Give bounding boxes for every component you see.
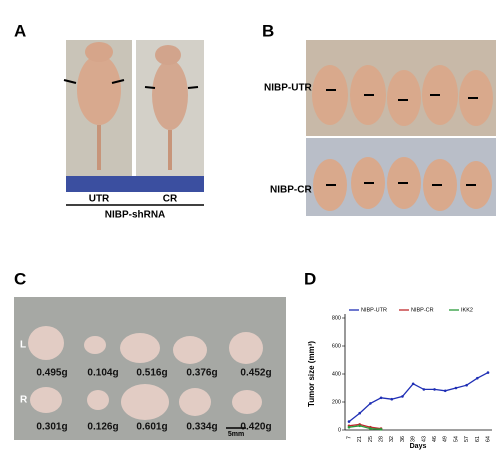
legend-label: NIBP-UTR (361, 307, 387, 313)
x-tick-label: 57 (464, 436, 470, 442)
legend-label: IKK2 (461, 307, 473, 313)
panel-label: C (14, 269, 26, 288)
point (433, 388, 436, 391)
point (465, 383, 468, 387)
series-line (348, 372, 489, 423)
point (347, 420, 351, 423)
weight-label: 0.420g (240, 422, 271, 433)
x-tick-label: 49 (443, 436, 449, 442)
point (486, 371, 490, 374)
y-tick-label: 600 (332, 343, 341, 349)
x-tick-label: 32 (389, 436, 395, 442)
weight-label: 0.601g (136, 422, 167, 433)
panel-label: B (262, 21, 274, 40)
point (379, 396, 383, 400)
point (454, 386, 458, 390)
photo-b (306, 40, 496, 216)
x-axis-label: Days (410, 443, 427, 450)
weight-label: 0.334g (186, 422, 217, 433)
point (476, 376, 479, 380)
x-tick-label: 39 (411, 436, 417, 442)
legend-label: NIBP-CR (411, 307, 434, 313)
x-tick-label: 43 (421, 436, 427, 442)
point (379, 428, 383, 431)
weight-label: 0.126g (87, 422, 118, 433)
column-label: CR (163, 194, 178, 205)
y-tick-label: 400 (332, 371, 341, 377)
row-label: NIBP-CR (270, 185, 312, 196)
weight-label: 0.516g (136, 368, 167, 379)
weight-label: 0.495g (36, 368, 67, 379)
row-label: NIBP-UTR (264, 83, 313, 94)
weight-label: 0.452g (240, 368, 271, 379)
point (369, 402, 372, 405)
x-tick-label: 25 (368, 436, 374, 442)
weight-label: 0.104g (87, 368, 118, 379)
series-line (348, 423, 382, 430)
x-tick-label: 28 (379, 436, 385, 442)
point (411, 382, 415, 386)
row-label: L (20, 340, 26, 351)
panel-label: A (14, 21, 26, 40)
scale-bar-label: 5mm (228, 431, 244, 438)
group-label: NIBP-shRNA (105, 210, 166, 221)
x-tick-label: 7 (346, 436, 352, 439)
point (358, 411, 361, 415)
row-label: R (20, 395, 28, 406)
x-tick-label: 61 (475, 436, 481, 442)
series-line (348, 425, 382, 430)
x-tick-label: 46 (432, 436, 438, 442)
point (358, 424, 361, 428)
point (422, 388, 426, 391)
y-axis-label: Tumor size (mm³) (307, 341, 316, 407)
panel-label: D (304, 269, 316, 288)
point (347, 425, 351, 429)
weight-label: 0.376g (186, 368, 217, 379)
point (390, 397, 394, 401)
column-label: UTR (89, 194, 110, 205)
x-tick-label: 36 (400, 436, 406, 442)
point (443, 389, 447, 393)
x-tick-label: 54 (453, 436, 459, 442)
y-tick-label: 800 (332, 315, 341, 321)
x-tick-label: 21 (357, 436, 363, 442)
point (401, 395, 404, 398)
y-tick-label: 200 (332, 399, 341, 405)
photo-c (14, 297, 286, 440)
photo-a (63, 40, 204, 192)
point (369, 427, 372, 430)
x-tick-label: 64 (485, 436, 491, 442)
weight-label: 0.301g (36, 422, 67, 433)
y-tick-label: 0 (338, 427, 341, 433)
